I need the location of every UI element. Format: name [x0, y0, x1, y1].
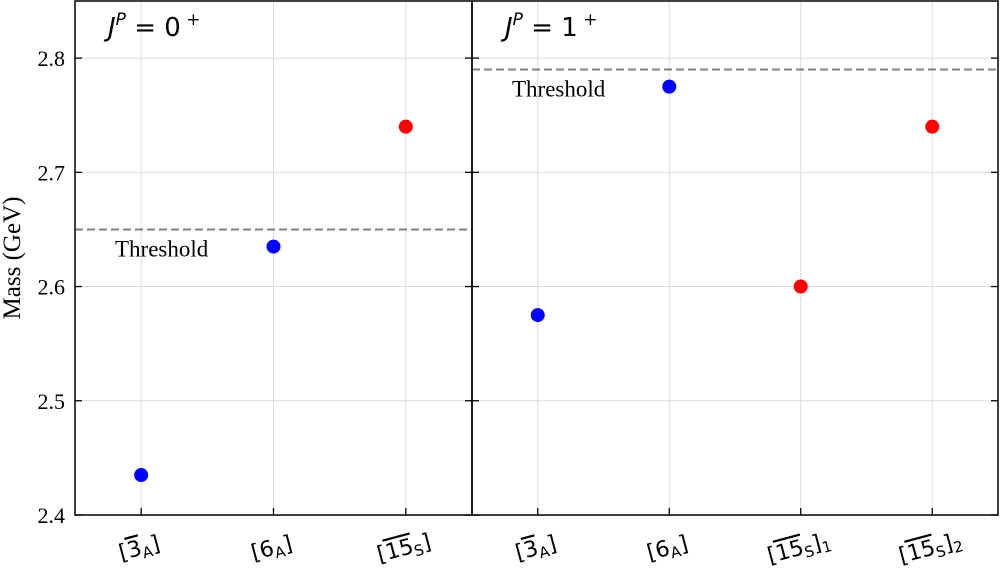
data-point [134, 468, 149, 483]
data-point [266, 239, 281, 254]
y-tick-label: 2.8 [38, 46, 66, 71]
y-tick-label: 2.4 [38, 503, 66, 528]
x-tick-label: [15S]2 [896, 528, 965, 571]
threshold-label: Threshold [512, 77, 606, 102]
data-point [530, 308, 545, 323]
label-part: S [934, 542, 948, 562]
label-part: S [412, 540, 426, 560]
x-tick-label: [15S]1 [765, 528, 834, 571]
y-axis-label: Mass (GeV) [0, 197, 26, 320]
label-part: 3 [521, 536, 541, 564]
data-point [793, 279, 808, 294]
y-tick-label: 2.7 [38, 160, 66, 185]
title-rest: = 1 [523, 13, 578, 43]
label-part: 3 [125, 536, 145, 564]
panel-title: JP = 0 + [103, 10, 200, 43]
label-part: 15 [383, 534, 417, 565]
data-point [398, 119, 413, 134]
label-part: 1 [820, 537, 834, 557]
title-rest: = 0 [126, 13, 181, 43]
x-tick-label: [6A] [644, 531, 691, 568]
title-j: J [500, 13, 513, 43]
label-part: 15 [773, 535, 807, 566]
title-j: J [103, 13, 116, 43]
threshold-label: Threshold [115, 236, 209, 261]
label-part: 15 [905, 535, 939, 566]
label-part: 6 [653, 536, 673, 564]
x-tick-label: [3A] [116, 531, 163, 568]
title-p: P [513, 10, 524, 30]
title-sup: + [578, 10, 598, 30]
title-p: P [116, 10, 127, 30]
x-tick-label: [3A] [513, 531, 560, 568]
data-point [662, 79, 677, 94]
data-point [925, 119, 940, 134]
label-part: 2 [951, 537, 965, 557]
label-part: S [802, 542, 816, 562]
label-part: 6 [257, 536, 277, 564]
y-tick-label: 2.5 [38, 389, 66, 414]
panel-1: [3A] [6A] [15S]1 [15S]2 Threshold JP = 1 + [471, 0, 999, 571]
axes-frame [471, 0, 999, 516]
title-sup: + [181, 10, 201, 30]
y-tick-label: 2.6 [38, 275, 66, 300]
x-tick-label: [6A] [249, 531, 296, 568]
panel-title: JP = 1 + [500, 10, 597, 43]
x-tick-label: [15S] [374, 530, 434, 570]
